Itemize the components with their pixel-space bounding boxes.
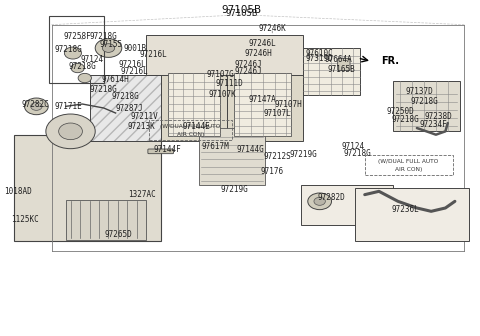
FancyBboxPatch shape bbox=[161, 68, 227, 141]
FancyBboxPatch shape bbox=[355, 188, 469, 241]
Text: 97614H: 97614H bbox=[102, 75, 130, 84]
Circle shape bbox=[308, 193, 332, 210]
Circle shape bbox=[71, 64, 84, 73]
Text: 97111D: 97111D bbox=[216, 79, 243, 88]
Circle shape bbox=[95, 39, 122, 57]
Text: 97282D: 97282D bbox=[318, 194, 346, 203]
FancyBboxPatch shape bbox=[303, 48, 360, 95]
FancyBboxPatch shape bbox=[393, 81, 460, 131]
FancyBboxPatch shape bbox=[148, 149, 173, 154]
FancyBboxPatch shape bbox=[338, 58, 350, 70]
Text: 97246J: 97246J bbox=[235, 67, 263, 76]
Text: 97216L: 97216L bbox=[120, 67, 148, 76]
Text: 97147A: 97147A bbox=[249, 95, 276, 104]
Circle shape bbox=[102, 44, 115, 52]
Text: 97176: 97176 bbox=[261, 167, 284, 176]
Text: 97218G: 97218G bbox=[90, 85, 118, 94]
FancyBboxPatch shape bbox=[227, 68, 303, 141]
Text: 97212S: 97212S bbox=[263, 152, 291, 161]
Circle shape bbox=[78, 73, 91, 83]
Text: 97107K: 97107K bbox=[208, 90, 236, 99]
FancyBboxPatch shape bbox=[13, 135, 161, 241]
Text: 97238D: 97238D bbox=[424, 112, 452, 121]
Text: 97246L: 97246L bbox=[249, 39, 276, 47]
Text: AIR CON): AIR CON) bbox=[395, 167, 422, 172]
Text: 97218G: 97218G bbox=[391, 115, 419, 124]
Text: (W/DUAL FULL AUTO: (W/DUAL FULL AUTO bbox=[160, 124, 220, 129]
FancyBboxPatch shape bbox=[168, 73, 220, 136]
Circle shape bbox=[64, 47, 82, 59]
Text: 97218G: 97218G bbox=[410, 97, 438, 106]
Text: 97246K: 97246K bbox=[258, 24, 286, 33]
Text: 97216L: 97216L bbox=[119, 60, 146, 69]
Text: FR.: FR. bbox=[381, 56, 399, 67]
Text: 97246H: 97246H bbox=[244, 48, 272, 57]
Text: 97219G: 97219G bbox=[220, 185, 248, 194]
Text: 97218G: 97218G bbox=[90, 32, 118, 41]
FancyBboxPatch shape bbox=[66, 200, 146, 240]
Text: 97124: 97124 bbox=[341, 142, 364, 151]
FancyBboxPatch shape bbox=[300, 185, 393, 225]
Text: (W/DUAL FULL AUTO: (W/DUAL FULL AUTO bbox=[379, 159, 439, 164]
Text: 97218G: 97218G bbox=[69, 62, 96, 71]
Circle shape bbox=[31, 102, 42, 110]
Text: 1327AC: 1327AC bbox=[128, 190, 156, 199]
FancyBboxPatch shape bbox=[234, 73, 291, 136]
Text: 97144G: 97144G bbox=[237, 145, 265, 154]
Text: 97617M: 97617M bbox=[202, 142, 229, 151]
Text: AIR CON): AIR CON) bbox=[177, 132, 204, 137]
Text: 97137D: 97137D bbox=[406, 87, 433, 96]
Circle shape bbox=[314, 197, 325, 205]
Text: 97258F: 97258F bbox=[64, 32, 92, 41]
Text: 97218G: 97218G bbox=[111, 92, 139, 101]
Text: 97165B: 97165B bbox=[327, 65, 355, 74]
Text: 9001B: 9001B bbox=[123, 44, 146, 52]
Text: 97144E: 97144E bbox=[182, 122, 210, 131]
Text: 97107H: 97107H bbox=[275, 100, 303, 109]
Text: 97282C: 97282C bbox=[21, 100, 49, 109]
Text: 97287J: 97287J bbox=[116, 103, 144, 113]
Text: 97265D: 97265D bbox=[104, 230, 132, 239]
Text: 97219G: 97219G bbox=[289, 150, 317, 159]
Text: 97107L: 97107L bbox=[263, 109, 291, 118]
Text: 97105B: 97105B bbox=[225, 8, 257, 17]
FancyBboxPatch shape bbox=[146, 35, 303, 75]
Text: 97211V: 97211V bbox=[130, 112, 158, 121]
Text: 97105B: 97105B bbox=[221, 5, 262, 15]
Text: 97171E: 97171E bbox=[54, 102, 82, 111]
Text: 97218G: 97218G bbox=[54, 45, 82, 54]
Text: 97246J: 97246J bbox=[235, 60, 263, 69]
Text: 97319D: 97319D bbox=[306, 53, 334, 62]
Text: 97213K: 97213K bbox=[128, 122, 156, 131]
Circle shape bbox=[24, 98, 48, 115]
Text: 97236L: 97236L bbox=[391, 205, 419, 214]
Text: 97234F: 97234F bbox=[420, 120, 447, 129]
Text: 97216L: 97216L bbox=[140, 50, 168, 59]
Text: 97610C: 97610C bbox=[306, 48, 334, 57]
FancyBboxPatch shape bbox=[199, 128, 265, 185]
FancyBboxPatch shape bbox=[89, 75, 161, 141]
Text: 97218G: 97218G bbox=[344, 149, 372, 158]
Text: 97144F: 97144F bbox=[154, 145, 182, 154]
Circle shape bbox=[46, 114, 95, 149]
Text: 97124: 97124 bbox=[80, 55, 104, 64]
Text: 1018AD: 1018AD bbox=[4, 187, 32, 196]
Circle shape bbox=[59, 123, 83, 140]
Text: 1125KC: 1125KC bbox=[12, 215, 39, 224]
Text: 97250D: 97250D bbox=[386, 107, 414, 116]
Text: 97107G: 97107G bbox=[206, 70, 234, 79]
Text: 97664A: 97664A bbox=[325, 55, 352, 64]
Text: 97155: 97155 bbox=[99, 40, 122, 49]
